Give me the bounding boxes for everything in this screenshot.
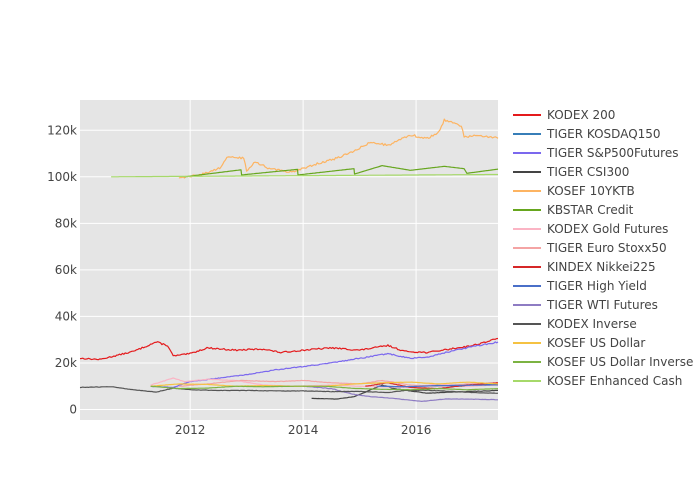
legend-label: KBSTAR Credit xyxy=(547,203,634,217)
legend-item[interactable]: KINDEX Nikkei225 xyxy=(513,260,656,274)
x-tick-labels: 2012 2014 2016 xyxy=(175,423,431,437)
legend-item[interactable]: KBSTAR Credit xyxy=(513,203,634,217)
legend-label: TIGER WTI Futures xyxy=(546,298,658,312)
legend-label: KOSEF Enhanced Cash xyxy=(547,374,682,388)
legend-item[interactable]: KODEX Inverse xyxy=(513,317,637,331)
legend-label: KINDEX Nikkei225 xyxy=(547,260,656,274)
legend-item[interactable]: TIGER Euro Stoxx50 xyxy=(513,241,667,255)
y-tick-label: 60k xyxy=(55,263,77,277)
series-line-tiger-high-yield xyxy=(376,384,498,388)
legend-label: TIGER Euro Stoxx50 xyxy=(546,241,667,255)
y-tick-label: 20k xyxy=(55,356,77,370)
legend-label: KOSEF US Dollar xyxy=(547,336,645,350)
series-line-tiger-wti-futures xyxy=(302,385,498,402)
x-tick-label: 2016 xyxy=(401,423,432,437)
y-tick-label: 40k xyxy=(55,309,77,323)
y-tick-label: 80k xyxy=(55,216,77,230)
series-line-kbstar-credit xyxy=(184,165,499,178)
legend-label: TIGER S&P500Futures xyxy=(546,146,678,160)
legend: KODEX 200 TIGER KOSDAQ150 TIGER S&P500Futu… xyxy=(513,108,693,388)
legend-item[interactable]: KODEX 200 xyxy=(513,108,615,122)
legend-item[interactable]: KOSEF 10YKTB xyxy=(513,184,635,198)
series-line-kodex-200 xyxy=(79,337,499,361)
x-tick-label: 2014 xyxy=(288,423,319,437)
series-line-kodex-inverse xyxy=(79,386,499,394)
legend-item[interactable]: KOSEF Enhanced Cash xyxy=(513,374,682,388)
series-layer xyxy=(79,118,499,402)
legend-label: KOSEF 10YKTB xyxy=(547,184,635,198)
series-line-kosef-enhanced-cash xyxy=(111,173,498,178)
legend-item[interactable]: KOSEF US Dollar Inverse xyxy=(513,355,693,369)
legend-label: KOSEF US Dollar Inverse xyxy=(547,355,693,369)
legend-item[interactable]: TIGER WTI Futures xyxy=(513,298,658,312)
legend-item[interactable]: TIGER CSI300 xyxy=(513,165,629,179)
legend-label: KODEX Gold Futures xyxy=(547,222,668,236)
legend-item[interactable]: TIGER S&P500Futures xyxy=(513,146,678,160)
x-tick-label: 2012 xyxy=(175,423,206,437)
y-tick-label: 120k xyxy=(47,123,77,137)
legend-label: KODEX Inverse xyxy=(547,317,637,331)
legend-label: TIGER KOSDAQ150 xyxy=(546,127,661,141)
legend-item[interactable]: TIGER KOSDAQ150 xyxy=(513,127,661,141)
legend-item[interactable]: TIGER High Yield xyxy=(513,279,647,293)
y-tick-labels: 0 20k 40k 60k 80k 100k 120k xyxy=(47,123,77,416)
legend-item[interactable]: KOSEF US Dollar xyxy=(513,336,645,350)
legend-label: KODEX 200 xyxy=(547,108,615,122)
legend-label: TIGER High Yield xyxy=(546,279,647,293)
plot-background xyxy=(80,100,498,420)
series-line-kosef-10yktb xyxy=(178,118,499,179)
legend-item[interactable]: KODEX Gold Futures xyxy=(513,222,668,236)
series-line-kosef-us-dollar-inverse xyxy=(150,385,499,391)
y-tick-label: 100k xyxy=(47,170,77,184)
y-tick-label: 0 xyxy=(69,403,77,417)
legend-label: TIGER CSI300 xyxy=(546,165,629,179)
